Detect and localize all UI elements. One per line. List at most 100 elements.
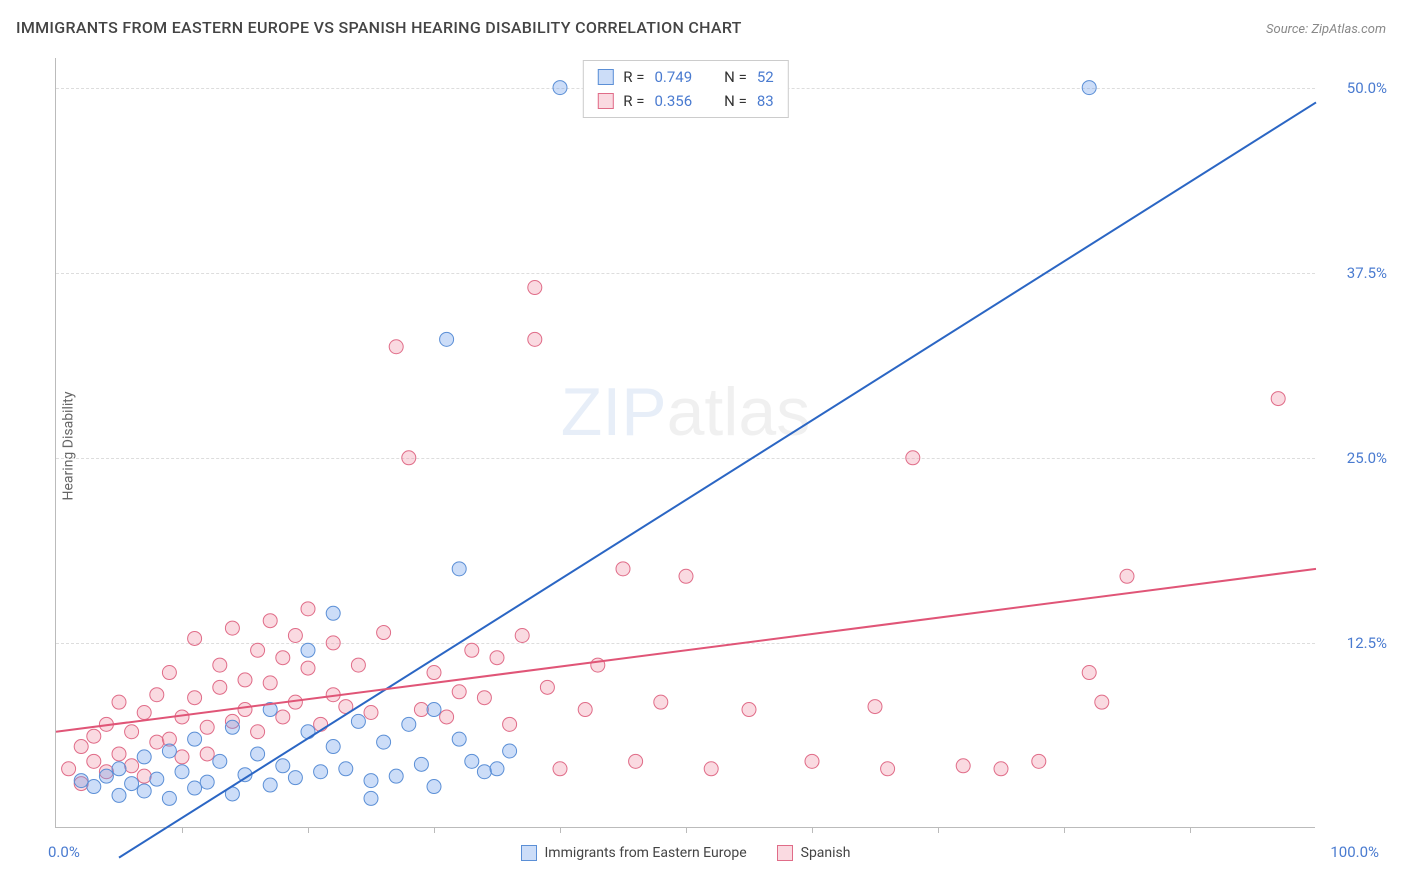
data-point [414,757,428,771]
data-point [553,81,567,95]
data-point [326,636,340,650]
trend-line [119,102,1316,857]
data-point [377,735,391,749]
data-point [377,626,391,640]
data-point [616,562,630,576]
data-point [62,762,76,776]
y-tick-label: 37.5% [1327,264,1387,282]
data-point [402,717,416,731]
data-point [301,661,315,675]
x-tick-min: 0.0% [48,843,80,861]
legend-item-spanish: Spanish [777,845,851,861]
data-point [251,643,265,657]
data-point [87,780,101,794]
data-point [251,725,265,739]
series-legend: Immigrants from Eastern Europe Spanish [521,845,851,861]
data-point [528,281,542,295]
data-point [427,703,441,717]
data-point [351,658,365,672]
data-point [162,666,176,680]
data-point [112,747,126,761]
data-point [906,451,920,465]
plot-area: ZIPatlas 12.5%25.0%37.5%50.0% R = 0.749 … [55,58,1315,828]
data-point [188,631,202,645]
data-point [490,651,504,665]
data-point [263,614,277,628]
r-value-eastern-europe: 0.749 [654,65,692,89]
data-point [188,732,202,746]
data-point [175,765,189,779]
data-point [1082,666,1096,680]
data-point [578,703,592,717]
data-point [477,765,491,779]
data-point [881,762,895,776]
data-point [1032,754,1046,768]
data-point [263,778,277,792]
data-point [200,747,214,761]
data-point [427,666,441,680]
x-tick-max: 100.0% [1319,843,1379,861]
data-point [465,754,479,768]
data-point [553,762,567,776]
data-point [1271,392,1285,406]
data-point [263,676,277,690]
r-value-spanish: 0.356 [654,89,692,113]
data-point [87,754,101,768]
data-point [805,754,819,768]
data-point [225,621,239,635]
data-point [1120,569,1134,583]
data-point [868,700,882,714]
data-point [87,729,101,743]
legend-row-eastern-europe: R = 0.749 N = 52 [597,65,773,89]
data-point [540,680,554,694]
swatch-eastern-europe [597,69,613,85]
data-point [465,643,479,657]
correlation-legend: R = 0.749 N = 52 R = 0.356 N = 83 [582,60,788,118]
data-point [339,762,353,776]
data-point [314,765,328,779]
data-point [351,714,365,728]
data-point [1082,81,1096,95]
data-point [150,688,164,702]
data-point [125,777,139,791]
data-point [389,769,403,783]
data-point [440,332,454,346]
data-point [238,703,252,717]
data-point [112,695,126,709]
data-point [301,725,315,739]
data-point [188,781,202,795]
n-value-spanish: 83 [757,89,774,113]
series-label-eastern-europe: Immigrants from Eastern Europe [545,845,747,861]
data-point [503,717,517,731]
data-point [188,691,202,705]
data-point [742,703,756,717]
legend-item-eastern-europe: Immigrants from Eastern Europe [521,845,747,861]
data-point [956,759,970,773]
data-point [528,332,542,346]
data-point [326,740,340,754]
data-point [364,791,378,805]
y-tick-label: 50.0% [1327,79,1387,97]
data-point [162,744,176,758]
data-point [99,769,113,783]
data-point [112,788,126,802]
data-point [288,629,302,643]
data-point [125,759,139,773]
data-point [276,759,290,773]
data-point [150,772,164,786]
data-point [452,732,466,746]
data-point [414,703,428,717]
data-point [654,695,668,709]
data-point [74,774,88,788]
data-point [276,651,290,665]
data-point [150,735,164,749]
data-point [125,725,139,739]
data-point [452,562,466,576]
data-point [200,720,214,734]
data-point [301,602,315,616]
chart-svg [56,58,1315,827]
swatch-eastern-europe [521,845,537,861]
n-label: N = [724,65,747,89]
data-point [175,750,189,764]
data-point [364,706,378,720]
